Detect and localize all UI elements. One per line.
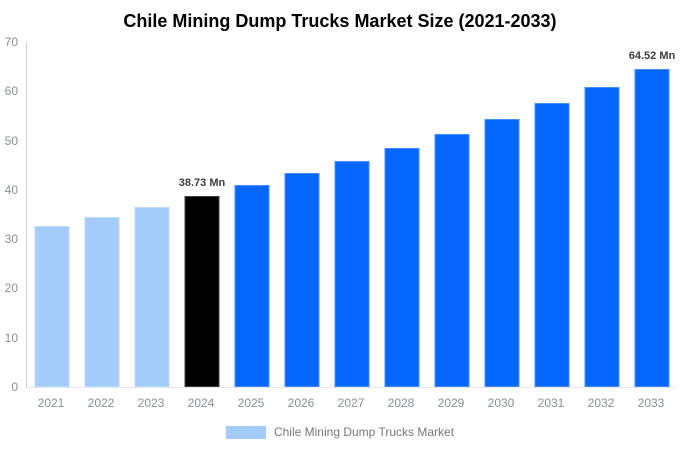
bar-slot-2024: 38.73 Mn <box>177 42 227 387</box>
legend-label: Chile Mining Dump Trucks Market <box>273 425 455 439</box>
x-label-2026: 2026 <box>287 396 315 410</box>
y-axis: 0 10 20 30 40 50 60 70 <box>0 36 20 393</box>
y-tick-0: 0 <box>11 380 18 394</box>
y-tick-70: 70 <box>4 35 18 49</box>
bar-2027 <box>334 160 370 387</box>
x-label-2021: 2021 <box>37 396 65 410</box>
x-label-2033: 2033 <box>637 396 665 410</box>
plot-area: 38.73 Mn 64.52 Mn <box>26 42 677 388</box>
bar-slot-2030 <box>477 42 527 387</box>
legend-swatch-icon <box>225 425 266 439</box>
bar-slot-2021 <box>27 42 77 387</box>
bar-2024 <box>184 196 220 387</box>
bar-2023 <box>134 206 170 387</box>
y-tick-10: 10 <box>4 330 18 345</box>
bar-slot-2031 <box>527 42 577 387</box>
bar-slot-2023 <box>127 42 177 387</box>
bar-slot-2025 <box>227 42 277 387</box>
x-label-2024: 2024 <box>187 396 215 410</box>
y-tick-30: 30 <box>4 232 18 247</box>
bar-2028 <box>384 147 420 387</box>
x-axis: 2021 2022 2023 2024 2025 2026 2027 2028 2029 2030… <box>26 396 676 410</box>
legend: Chile Mining Dump Trucks Market <box>0 425 680 439</box>
bar-slot-2027 <box>327 42 377 387</box>
bar-2021 <box>34 225 70 387</box>
bar-2022 <box>84 216 120 387</box>
bar-2029 <box>434 133 470 387</box>
bar-2025 <box>234 184 270 387</box>
bar-slot-2029 <box>427 42 477 387</box>
bar-2031 <box>534 103 570 387</box>
x-label-2022: 2022 <box>87 396 115 410</box>
x-label-2029: 2029 <box>437 396 465 410</box>
bar-2026 <box>284 173 320 387</box>
bar-slot-2033: 64.52 Mn <box>627 42 677 387</box>
bar-slot-2032 <box>577 42 627 387</box>
chart-title: Chile Mining Dump Trucks Market Size (20… <box>123 11 557 31</box>
bar-slot-2026 <box>277 42 327 387</box>
x-label-2030: 2030 <box>487 396 515 410</box>
y-tick-40: 40 <box>4 182 18 197</box>
bar-value-label-2033: 64.52 Mn <box>628 50 676 63</box>
bar-2030 <box>484 118 520 387</box>
bar-2032 <box>584 86 620 387</box>
bar-slot-2028 <box>377 42 427 387</box>
x-label-2031: 2031 <box>537 396 565 410</box>
x-label-2023: 2023 <box>137 396 165 410</box>
bar-slot-2022 <box>77 42 127 387</box>
x-label-2025: 2025 <box>237 396 265 410</box>
x-label-2028: 2028 <box>387 396 415 410</box>
y-tick-20: 20 <box>4 281 18 296</box>
x-label-2032: 2032 <box>587 396 615 410</box>
y-tick-50: 50 <box>4 133 18 148</box>
bar-2033 <box>634 69 670 387</box>
y-tick-60: 60 <box>4 84 18 99</box>
x-label-2027: 2027 <box>337 396 365 410</box>
bar-value-label-2024: 38.73 Mn <box>178 177 226 190</box>
